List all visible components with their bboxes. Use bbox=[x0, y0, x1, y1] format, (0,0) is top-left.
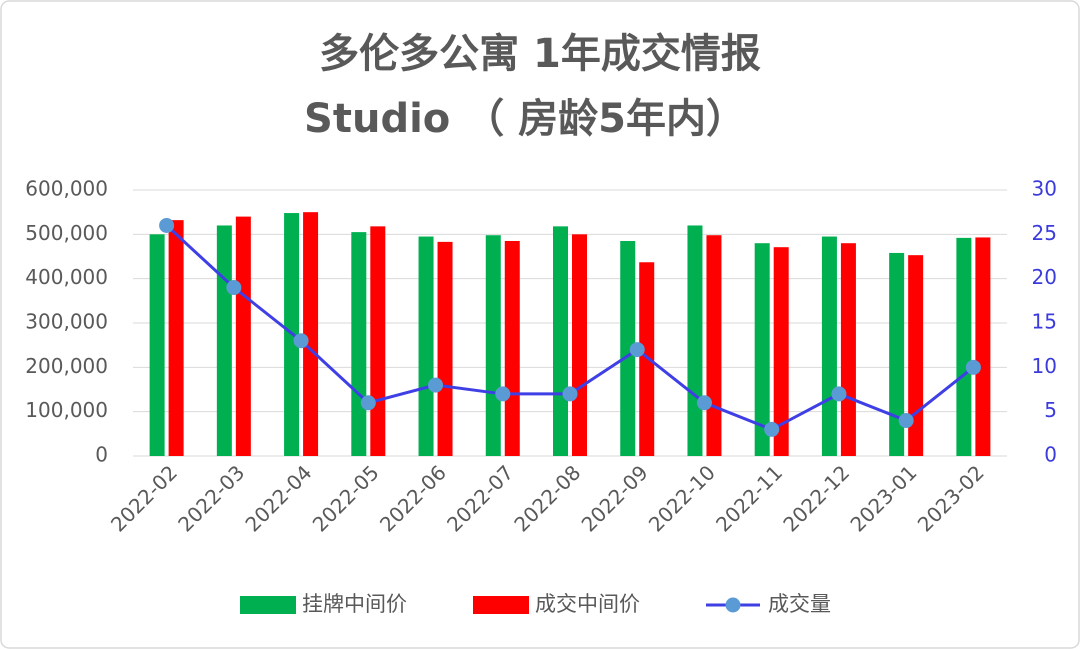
bar bbox=[485, 235, 501, 456]
line-marker bbox=[293, 333, 309, 349]
bar bbox=[553, 226, 568, 456]
y2-tick-label: 25 bbox=[1032, 221, 1057, 245]
line-marker bbox=[159, 217, 175, 233]
bar bbox=[303, 212, 319, 456]
y2-tick-label: 20 bbox=[1032, 265, 1057, 289]
bar bbox=[418, 236, 434, 456]
legend-label: 成交量 bbox=[768, 592, 831, 616]
bar bbox=[975, 237, 991, 456]
legend-swatch bbox=[473, 596, 529, 614]
bar bbox=[504, 240, 520, 456]
y-tick-label: 600,000 bbox=[25, 177, 108, 201]
y2-tick-label: 5 bbox=[1044, 398, 1057, 422]
bar bbox=[216, 225, 232, 456]
y2-tick-label: 15 bbox=[1032, 310, 1057, 334]
bar bbox=[351, 232, 367, 456]
legend-label: 挂牌中间价 bbox=[302, 592, 407, 616]
line-marker bbox=[898, 413, 914, 429]
y-tick-label: 200,000 bbox=[25, 354, 108, 378]
bar bbox=[235, 216, 251, 456]
legend-swatch bbox=[240, 596, 296, 614]
bar bbox=[639, 262, 655, 456]
bar bbox=[908, 255, 924, 456]
bar bbox=[620, 240, 636, 456]
bar bbox=[889, 252, 905, 456]
bar bbox=[149, 234, 165, 456]
legend-label: 成交中间价 bbox=[535, 592, 640, 616]
bar bbox=[956, 237, 972, 456]
bar bbox=[168, 220, 184, 456]
y-tick-label: 400,000 bbox=[25, 265, 108, 289]
y2-tick-label: 30 bbox=[1032, 177, 1057, 201]
y-tick-label: 500,000 bbox=[25, 221, 108, 245]
chart-subtitle: Studio （ 房龄5年内） bbox=[304, 96, 746, 142]
bar bbox=[773, 247, 789, 456]
line-marker bbox=[562, 386, 578, 402]
bar bbox=[821, 236, 837, 456]
line-marker bbox=[495, 386, 511, 402]
y-tick-label: 0 bbox=[95, 443, 108, 467]
bar bbox=[687, 225, 703, 456]
bar bbox=[706, 235, 722, 456]
bar bbox=[370, 226, 386, 456]
line-marker bbox=[629, 342, 645, 358]
bar bbox=[840, 243, 856, 456]
legend-marker bbox=[725, 597, 741, 613]
y-tick-label: 300,000 bbox=[25, 310, 108, 334]
y-tick-label: 100,000 bbox=[25, 398, 108, 422]
y2-tick-label: 0 bbox=[1044, 443, 1057, 467]
line-marker bbox=[360, 395, 376, 411]
line-marker bbox=[428, 377, 444, 393]
line-marker bbox=[764, 421, 780, 437]
bar bbox=[572, 234, 587, 456]
line-marker bbox=[226, 280, 242, 296]
line-marker bbox=[831, 386, 847, 402]
line-marker bbox=[965, 359, 981, 375]
chart-title: 多伦多公寓 1年成交情报 bbox=[319, 31, 761, 77]
y2-tick-label: 10 bbox=[1032, 354, 1057, 378]
bar bbox=[754, 243, 770, 456]
bar bbox=[437, 241, 453, 456]
line-marker bbox=[696, 395, 712, 411]
